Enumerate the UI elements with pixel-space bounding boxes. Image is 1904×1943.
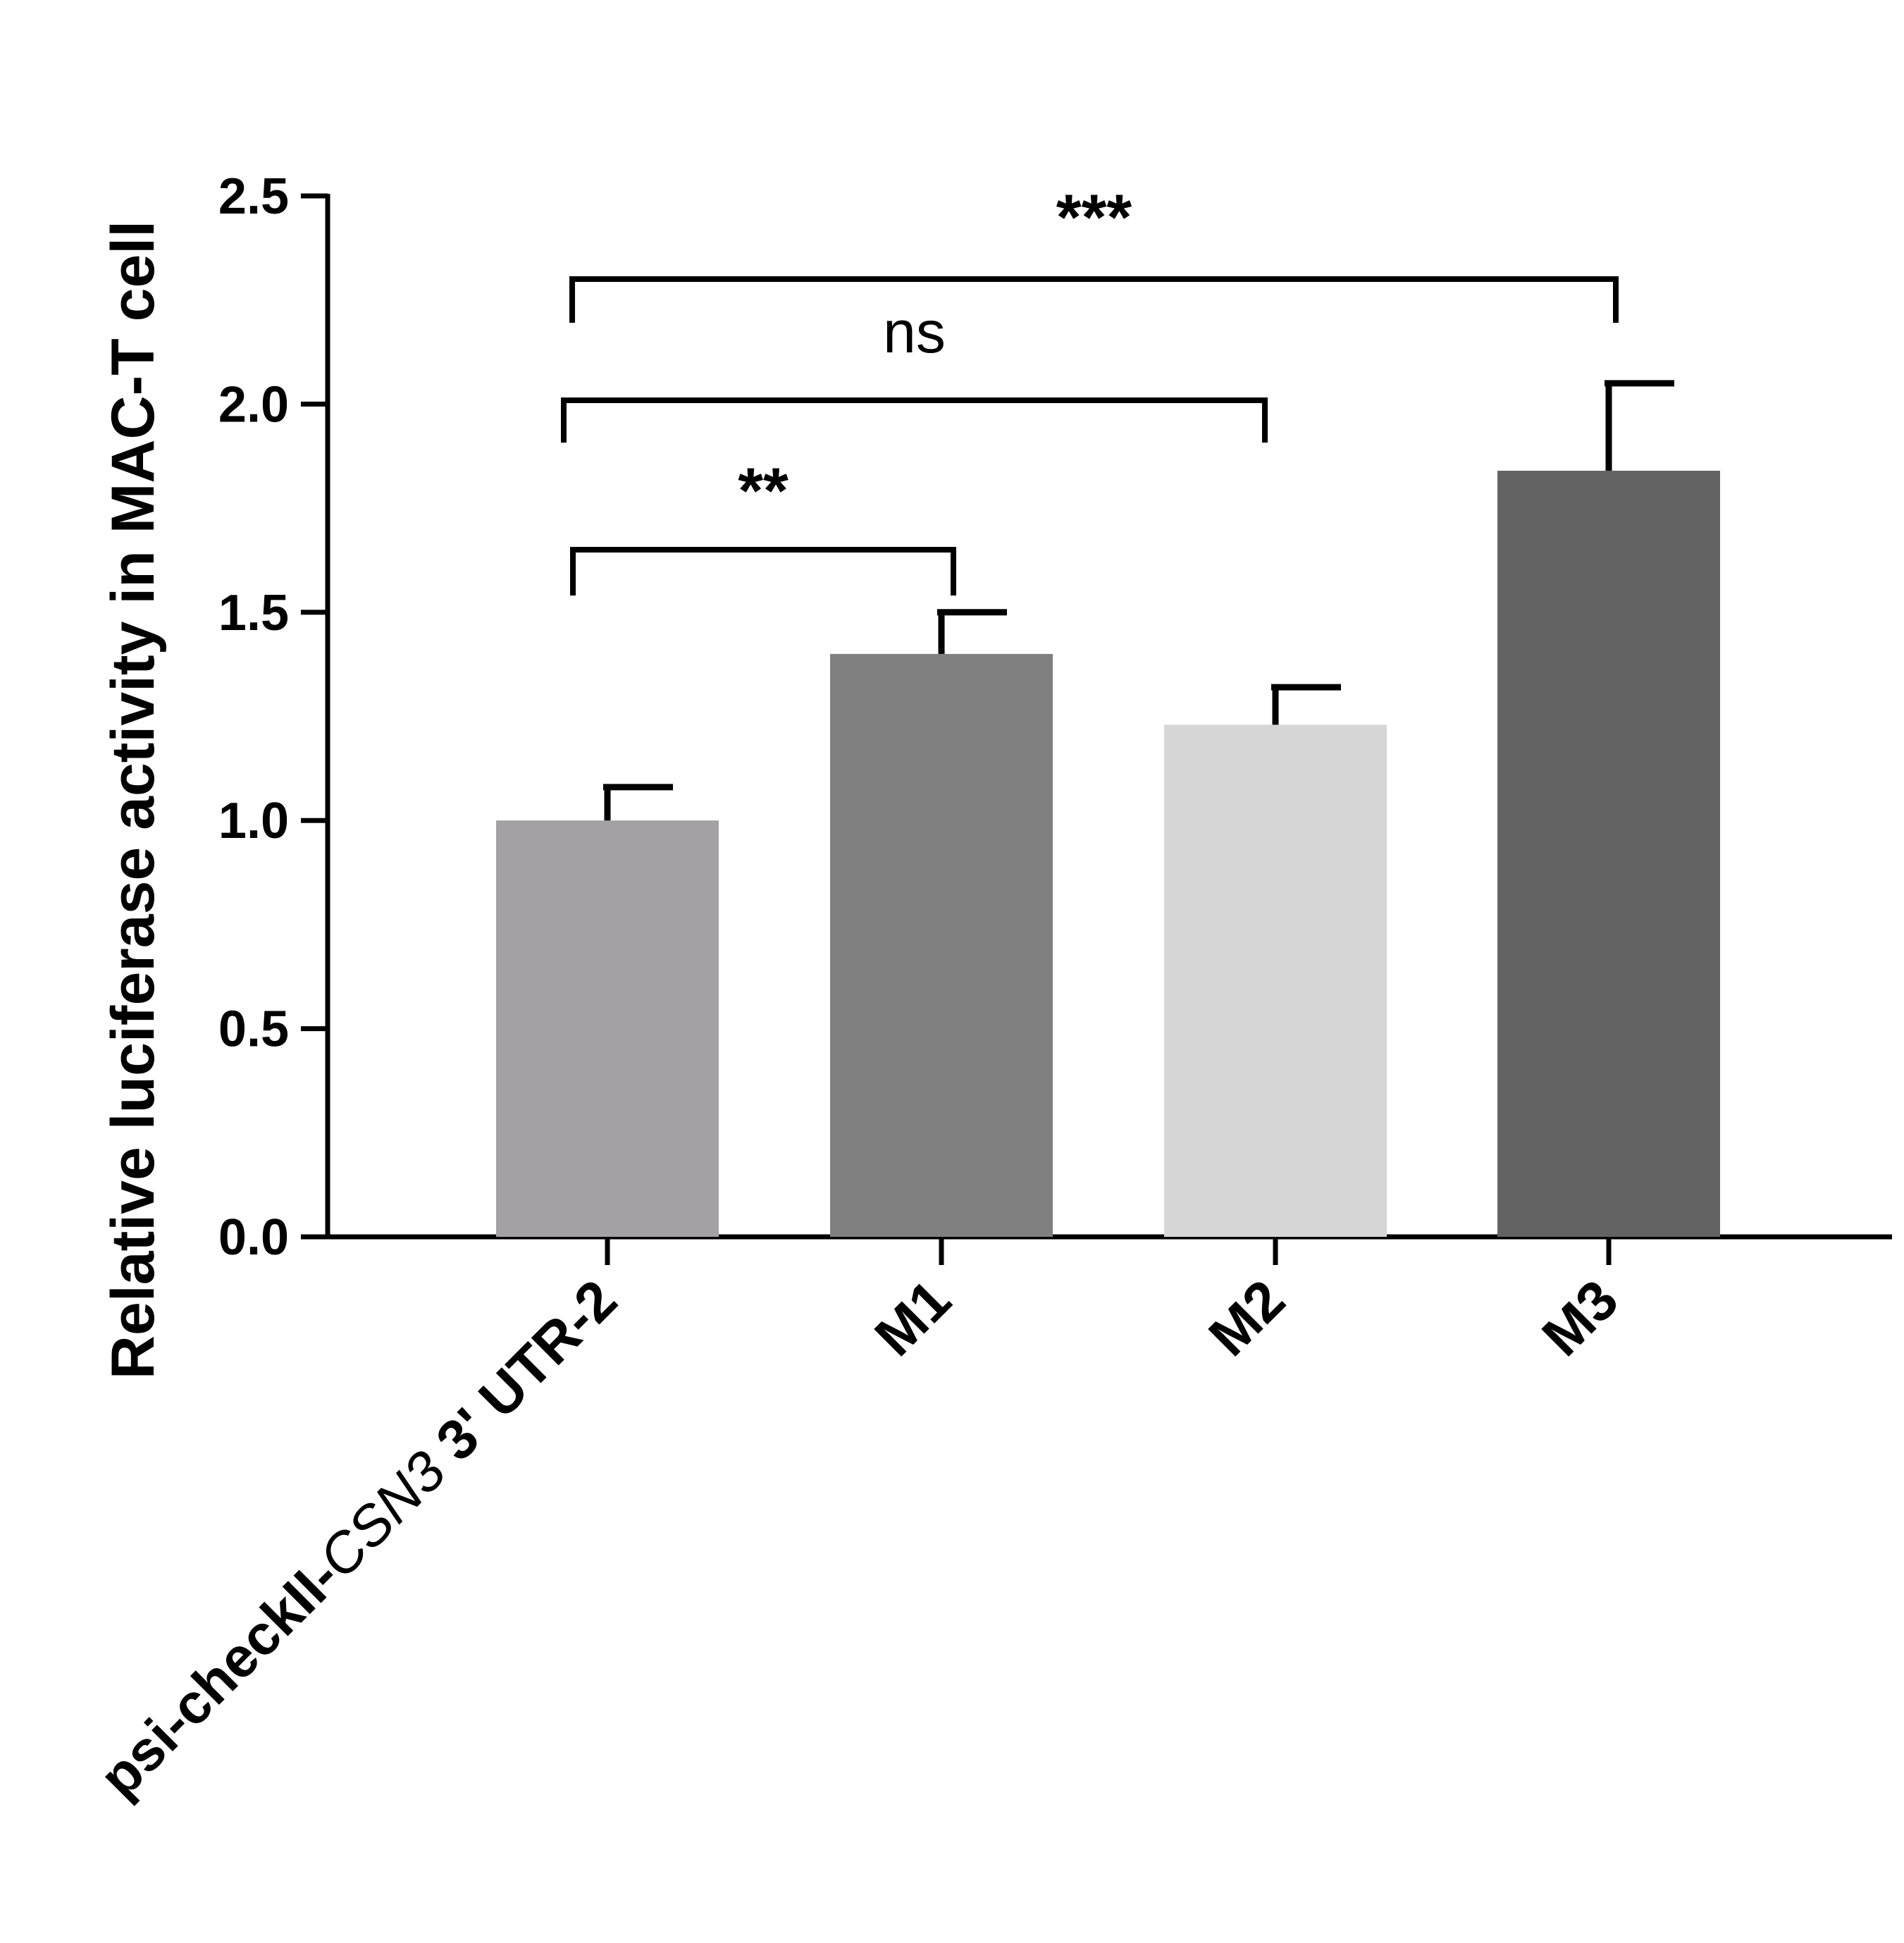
error-bars xyxy=(603,380,1674,821)
significance-label: ns xyxy=(883,299,946,365)
category-label: psi-checkII-CSN3 3' UTR-2 xyxy=(87,1268,629,1809)
significance-label: ** xyxy=(738,455,789,527)
y-tick-label: 0.0 xyxy=(218,1209,289,1266)
category-label-part: M3 xyxy=(1531,1268,1631,1368)
significance-bracket xyxy=(569,276,1619,323)
y-axis: 0.0 0.5 1.0 1.5 2.0 2.5 xyxy=(218,168,330,1266)
significance-bracket xyxy=(570,547,956,596)
category-label-part: 3' UTR-2 xyxy=(413,1268,629,1484)
y-tick-label: 1.0 xyxy=(218,793,289,849)
category-label: M1 xyxy=(863,1268,963,1368)
bar xyxy=(496,820,719,1237)
significance-label: *** xyxy=(1056,182,1132,254)
bar xyxy=(1497,470,1720,1237)
x-axis xyxy=(325,1234,1892,1265)
bar xyxy=(830,653,1053,1237)
bars xyxy=(496,470,1720,1237)
bar xyxy=(1164,724,1387,1237)
significance-bracket xyxy=(561,397,1268,443)
category-label-part: M1 xyxy=(863,1268,963,1368)
y-tick-label: 2.5 xyxy=(218,168,289,225)
significance-brackets: ** ns *** xyxy=(561,182,1619,596)
y-tick-label: 1.5 xyxy=(218,585,289,641)
category-label-part: psi-checkII- xyxy=(87,1546,351,1809)
y-axis-title: Relative luciferase activity in MAC-T ce… xyxy=(99,221,167,1379)
category-label: M2 xyxy=(1197,1268,1297,1368)
category-label: M3 xyxy=(1531,1268,1631,1368)
y-tick-label: 0.5 xyxy=(218,1001,289,1058)
category-labels: psi-checkII-CSN3 3' UTR-2 M1 M2 M3 xyxy=(87,1268,1630,1809)
category-label-part: M2 xyxy=(1197,1268,1297,1368)
y-tick-label: 2.0 xyxy=(218,376,289,433)
